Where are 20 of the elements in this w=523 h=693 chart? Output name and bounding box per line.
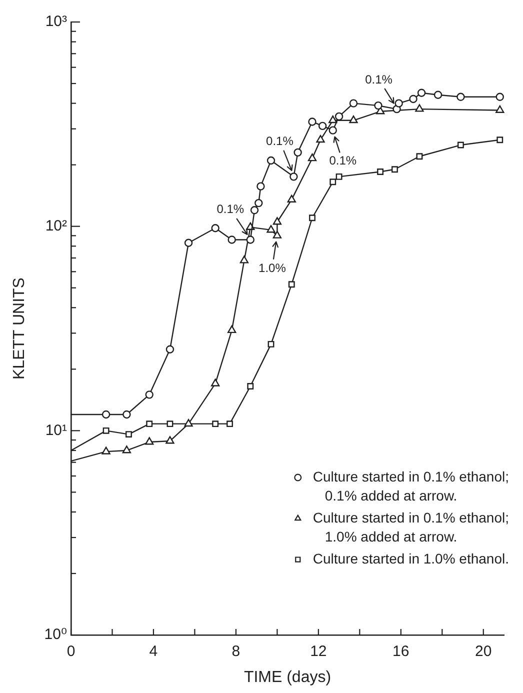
x-tick-label: 4 (149, 643, 158, 660)
annotation: 0.1% (365, 72, 393, 86)
y-tick-label: 10¹ (45, 422, 67, 439)
legend-label: Culture started in 1.0% ethanol. (312, 550, 510, 566)
x-tick-label: 0 (66, 643, 76, 660)
y-axis-title: KLETT UNITS (11, 278, 28, 380)
annotation: 0.1% (266, 134, 294, 148)
legend-label: Culture started in 0.1% ethanol; 1.0% added at arrow. (312, 509, 510, 544)
x-tick-label: 20 (475, 643, 492, 660)
y-tick-label: 10² (45, 217, 67, 234)
y-tick-label: 10⁰ (44, 626, 67, 644)
legend-label: Culture started in 0.1% ethanol; 0.1% added at arrow. (312, 468, 510, 504)
y-tick-label: 10³ (45, 13, 67, 30)
annotation: 1.0% (258, 260, 286, 275)
x-tick-label: 8 (232, 643, 240, 660)
x-tick-label: 16 (392, 643, 410, 660)
x-axis-title: TIME (days) (244, 668, 332, 686)
annotation: 0.1% (216, 202, 244, 216)
x-tick-label: 12 (310, 643, 327, 660)
annotation: 0.1% (329, 154, 357, 168)
